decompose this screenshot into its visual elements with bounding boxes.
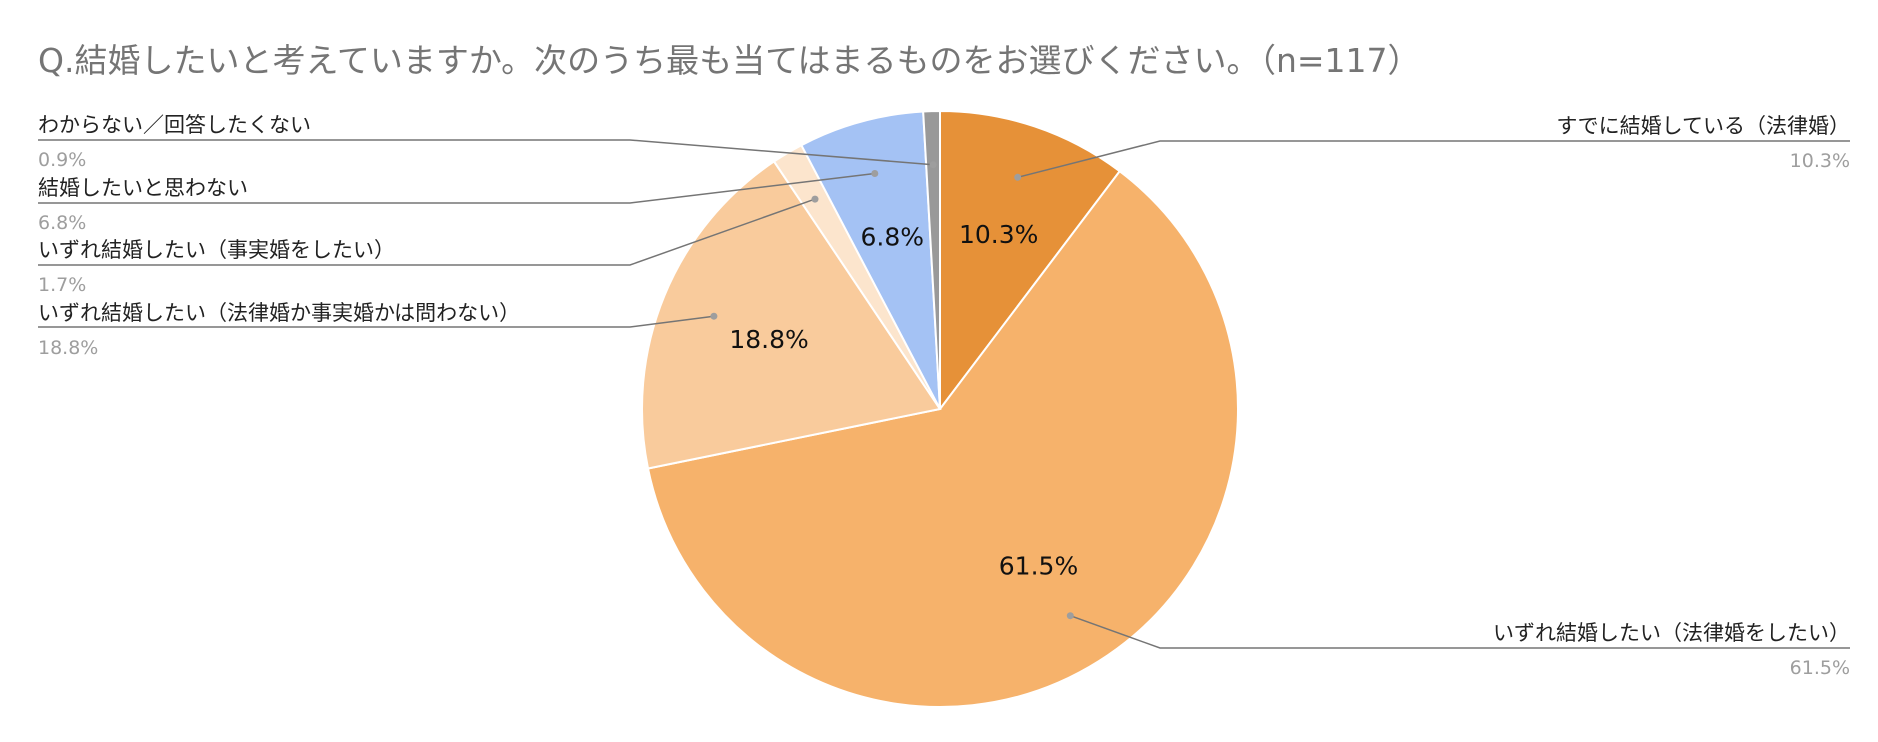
pie-slice <box>646 169 1239 708</box>
leader-dot <box>1066 612 1074 620</box>
slice-data-label: 18.8% <box>729 325 808 354</box>
slice-legend-label: いずれ結婚したい（法律婚か事実婚かは問わない） <box>38 301 520 325</box>
slice-legend-percent: 6.8% <box>38 212 86 234</box>
leader-line <box>38 315 714 328</box>
leader-dot <box>929 161 937 169</box>
slice-data-label: 6.8% <box>861 223 925 252</box>
leader-line <box>38 172 875 204</box>
slice-data-label: 61.5% <box>999 551 1078 580</box>
leader-dot <box>710 312 718 320</box>
slice-legend-label: すでに結婚している（法律婚） <box>1556 114 1850 138</box>
leader-line <box>38 198 816 266</box>
pie-slice <box>800 110 941 410</box>
slice-legend-percent: 1.7% <box>38 274 86 296</box>
slice-legend-label: いずれ結婚したい（法律婚をしたい） <box>1493 621 1850 645</box>
leader-line <box>1070 614 1850 649</box>
pie-slice <box>922 109 941 410</box>
pie-slice <box>641 160 942 470</box>
leader-dot <box>1014 173 1022 181</box>
slice-legend-percent: 0.9% <box>38 149 86 171</box>
slice-legend-percent: 18.8% <box>38 337 98 359</box>
chart-title: Q.結婚したいと考えていますか。次のうち最も当てはまるものをお選びください。（n… <box>38 41 1421 80</box>
leader-line <box>1017 140 1850 179</box>
slice-legend-percent: 61.5% <box>1790 657 1850 679</box>
pie-slice <box>939 109 1122 412</box>
slice-legend-label: 結婚したいと思わない <box>38 176 248 200</box>
leader-dot <box>811 195 819 203</box>
slice-legend-percent: 10.3% <box>1790 150 1850 172</box>
slice-data-label: 10.3% <box>959 220 1038 249</box>
leader-line <box>38 139 934 166</box>
slice-legend-label: わからない／回答したくない <box>38 113 311 137</box>
slice-legend-label: いずれ結婚したい（事実婚をしたい） <box>38 238 395 262</box>
leader-dot <box>871 170 879 177</box>
